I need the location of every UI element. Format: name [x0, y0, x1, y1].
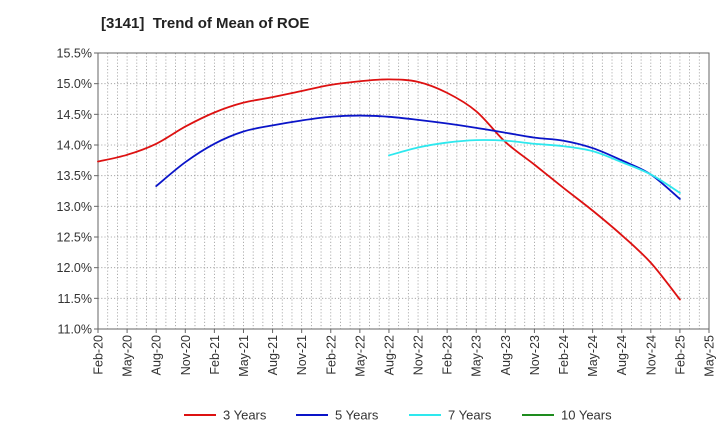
series-line-5-years — [155, 114, 681, 200]
y-tick-label: 15.5% — [57, 47, 92, 61]
x-tick-label: May-22 — [353, 335, 367, 377]
plot-area — [98, 53, 709, 329]
y-tick-label: 15.0% — [57, 77, 92, 91]
x-tick-label: May-24 — [586, 335, 600, 377]
x-tick-label: Aug-22 — [382, 335, 396, 375]
x-tick-label: Feb-22 — [324, 335, 338, 375]
x-tick-label: May-25 — [703, 335, 717, 377]
x-tick-label: Nov-23 — [528, 335, 542, 375]
y-tick-label: 11.5% — [57, 292, 92, 306]
y-tick-label: 14.5% — [57, 108, 92, 122]
x-tick-label: Aug-20 — [150, 335, 164, 375]
y-tick-label: 13.0% — [57, 200, 92, 214]
x-tick-label: Nov-24 — [644, 335, 658, 375]
x-tick-label: Aug-24 — [615, 335, 629, 375]
x-tick-label: May-23 — [470, 335, 484, 377]
x-tick-label: Nov-22 — [412, 335, 426, 375]
y-tick-label: 12.5% — [57, 231, 92, 245]
y-tick-label: 12.0% — [57, 261, 92, 275]
chart-title: [3141] Trend of Mean of ROE — [101, 15, 310, 32]
y-tick-label: 11.0% — [57, 323, 92, 337]
plot-frame — [97, 52, 710, 330]
series-line-7-years — [388, 139, 681, 194]
y-tick-label: 13.5% — [57, 169, 92, 183]
x-tick-label: May-21 — [237, 335, 251, 377]
x-tick-label: Feb-24 — [557, 335, 571, 375]
series-lines — [97, 78, 681, 301]
series-line-3-years — [97, 78, 681, 301]
legend-label-3-years: 3 Years — [223, 408, 267, 423]
x-tick-label: Aug-21 — [266, 335, 280, 375]
legend: 3 Years 5 Years 7 Years 10 Years — [184, 408, 612, 423]
x-tick-label: Feb-23 — [441, 335, 455, 375]
legend-label-5-years: 5 Years — [335, 408, 379, 423]
legend-label-10-years: 10 Years — [561, 408, 612, 423]
x-tick-label: Aug-23 — [499, 335, 513, 375]
y-tick-label: 14.0% — [57, 139, 92, 153]
x-tick-label: Nov-21 — [295, 335, 309, 375]
x-tick-label: Feb-21 — [208, 335, 222, 375]
x-tick-label: May-20 — [121, 335, 135, 377]
x-axis-ticks: Feb-20 May-20 Aug-20 Nov-20 Feb-21 May-21 Aug-… — [92, 329, 717, 377]
legend-label-7-years: 7 Years — [448, 408, 492, 423]
x-tick-label: Nov-20 — [179, 335, 193, 375]
gridlines — [98, 53, 709, 329]
x-tick-label: Feb-20 — [92, 335, 106, 375]
y-axis-ticks: 11.0% 11.5% 12.0% 12.5% 13.0% 13.5% 14.0% 14.5%… — [57, 47, 98, 337]
x-tick-label: Feb-25 — [673, 335, 687, 375]
